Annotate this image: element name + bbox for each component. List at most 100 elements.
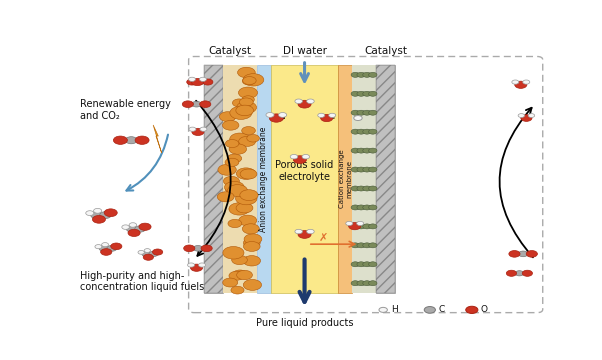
Circle shape [239,136,256,147]
Circle shape [225,140,239,148]
Circle shape [187,79,197,85]
Circle shape [351,243,359,248]
Circle shape [515,81,527,89]
Circle shape [356,221,364,225]
Circle shape [203,79,213,85]
Circle shape [357,281,365,286]
Circle shape [357,129,365,134]
Circle shape [199,77,206,81]
Text: Renewable energy
and CO₂: Renewable energy and CO₂ [80,99,171,121]
Text: Anion exchange membrane: Anion exchange membrane [259,126,268,232]
Circle shape [357,91,365,96]
Bar [376,66,396,293]
Circle shape [357,205,365,210]
Bar [223,66,256,293]
Circle shape [243,238,260,248]
Circle shape [368,72,377,77]
Circle shape [122,225,129,229]
Circle shape [522,270,533,276]
Text: ✗: ✗ [318,233,328,243]
Circle shape [357,167,365,172]
Bar [271,66,338,293]
Circle shape [138,251,144,254]
Circle shape [149,251,158,257]
Circle shape [228,219,242,228]
Circle shape [509,251,520,257]
Circle shape [193,246,203,251]
Circle shape [357,262,365,267]
Circle shape [368,281,377,286]
Circle shape [368,224,377,229]
Circle shape [192,102,201,107]
Circle shape [346,221,353,225]
Circle shape [242,96,254,103]
Circle shape [506,270,517,276]
Circle shape [302,154,309,159]
Circle shape [229,144,247,154]
Circle shape [226,185,241,194]
Circle shape [142,251,151,257]
Circle shape [247,135,259,142]
Circle shape [225,181,244,193]
Circle shape [351,148,359,153]
Circle shape [293,156,306,163]
Circle shape [357,186,365,191]
Circle shape [306,229,314,234]
Circle shape [526,251,538,257]
Circle shape [111,243,122,249]
Circle shape [223,176,240,186]
Circle shape [318,113,325,117]
Circle shape [368,262,377,267]
Circle shape [518,251,528,257]
Circle shape [231,286,244,294]
Circle shape [235,192,257,205]
Circle shape [266,113,274,117]
Circle shape [199,263,205,267]
Circle shape [93,215,105,223]
Circle shape [229,203,250,215]
Circle shape [368,110,377,115]
Circle shape [217,192,234,202]
Circle shape [242,127,255,135]
Circle shape [523,80,530,84]
Circle shape [139,223,151,230]
Text: High-purity and high-
concentration liquid fuels: High-purity and high- concentration liqu… [80,271,204,292]
Circle shape [243,74,264,86]
Circle shape [243,77,256,85]
Circle shape [101,249,112,255]
Circle shape [188,77,196,81]
Circle shape [104,209,117,217]
Circle shape [357,110,365,115]
Bar [352,66,376,293]
Circle shape [329,113,336,117]
Circle shape [236,105,253,116]
Circle shape [528,114,535,117]
Circle shape [243,77,255,85]
Bar [376,66,396,293]
Circle shape [239,215,256,226]
Circle shape [357,72,365,77]
Text: DI water: DI water [282,46,326,56]
Circle shape [466,306,478,314]
Circle shape [95,244,102,249]
Circle shape [351,262,359,267]
Circle shape [135,136,149,144]
Circle shape [240,169,257,179]
Circle shape [191,78,203,86]
Circle shape [363,262,371,267]
Circle shape [368,186,377,191]
Circle shape [351,186,359,191]
Bar [203,66,223,293]
Circle shape [190,264,203,271]
Bar [338,66,352,293]
Circle shape [351,110,359,115]
Circle shape [128,229,140,237]
Circle shape [351,167,359,172]
Circle shape [298,100,311,108]
Circle shape [243,242,260,251]
Circle shape [363,186,371,191]
Circle shape [238,67,255,78]
Circle shape [102,243,108,247]
Circle shape [238,87,258,98]
Circle shape [351,281,359,286]
